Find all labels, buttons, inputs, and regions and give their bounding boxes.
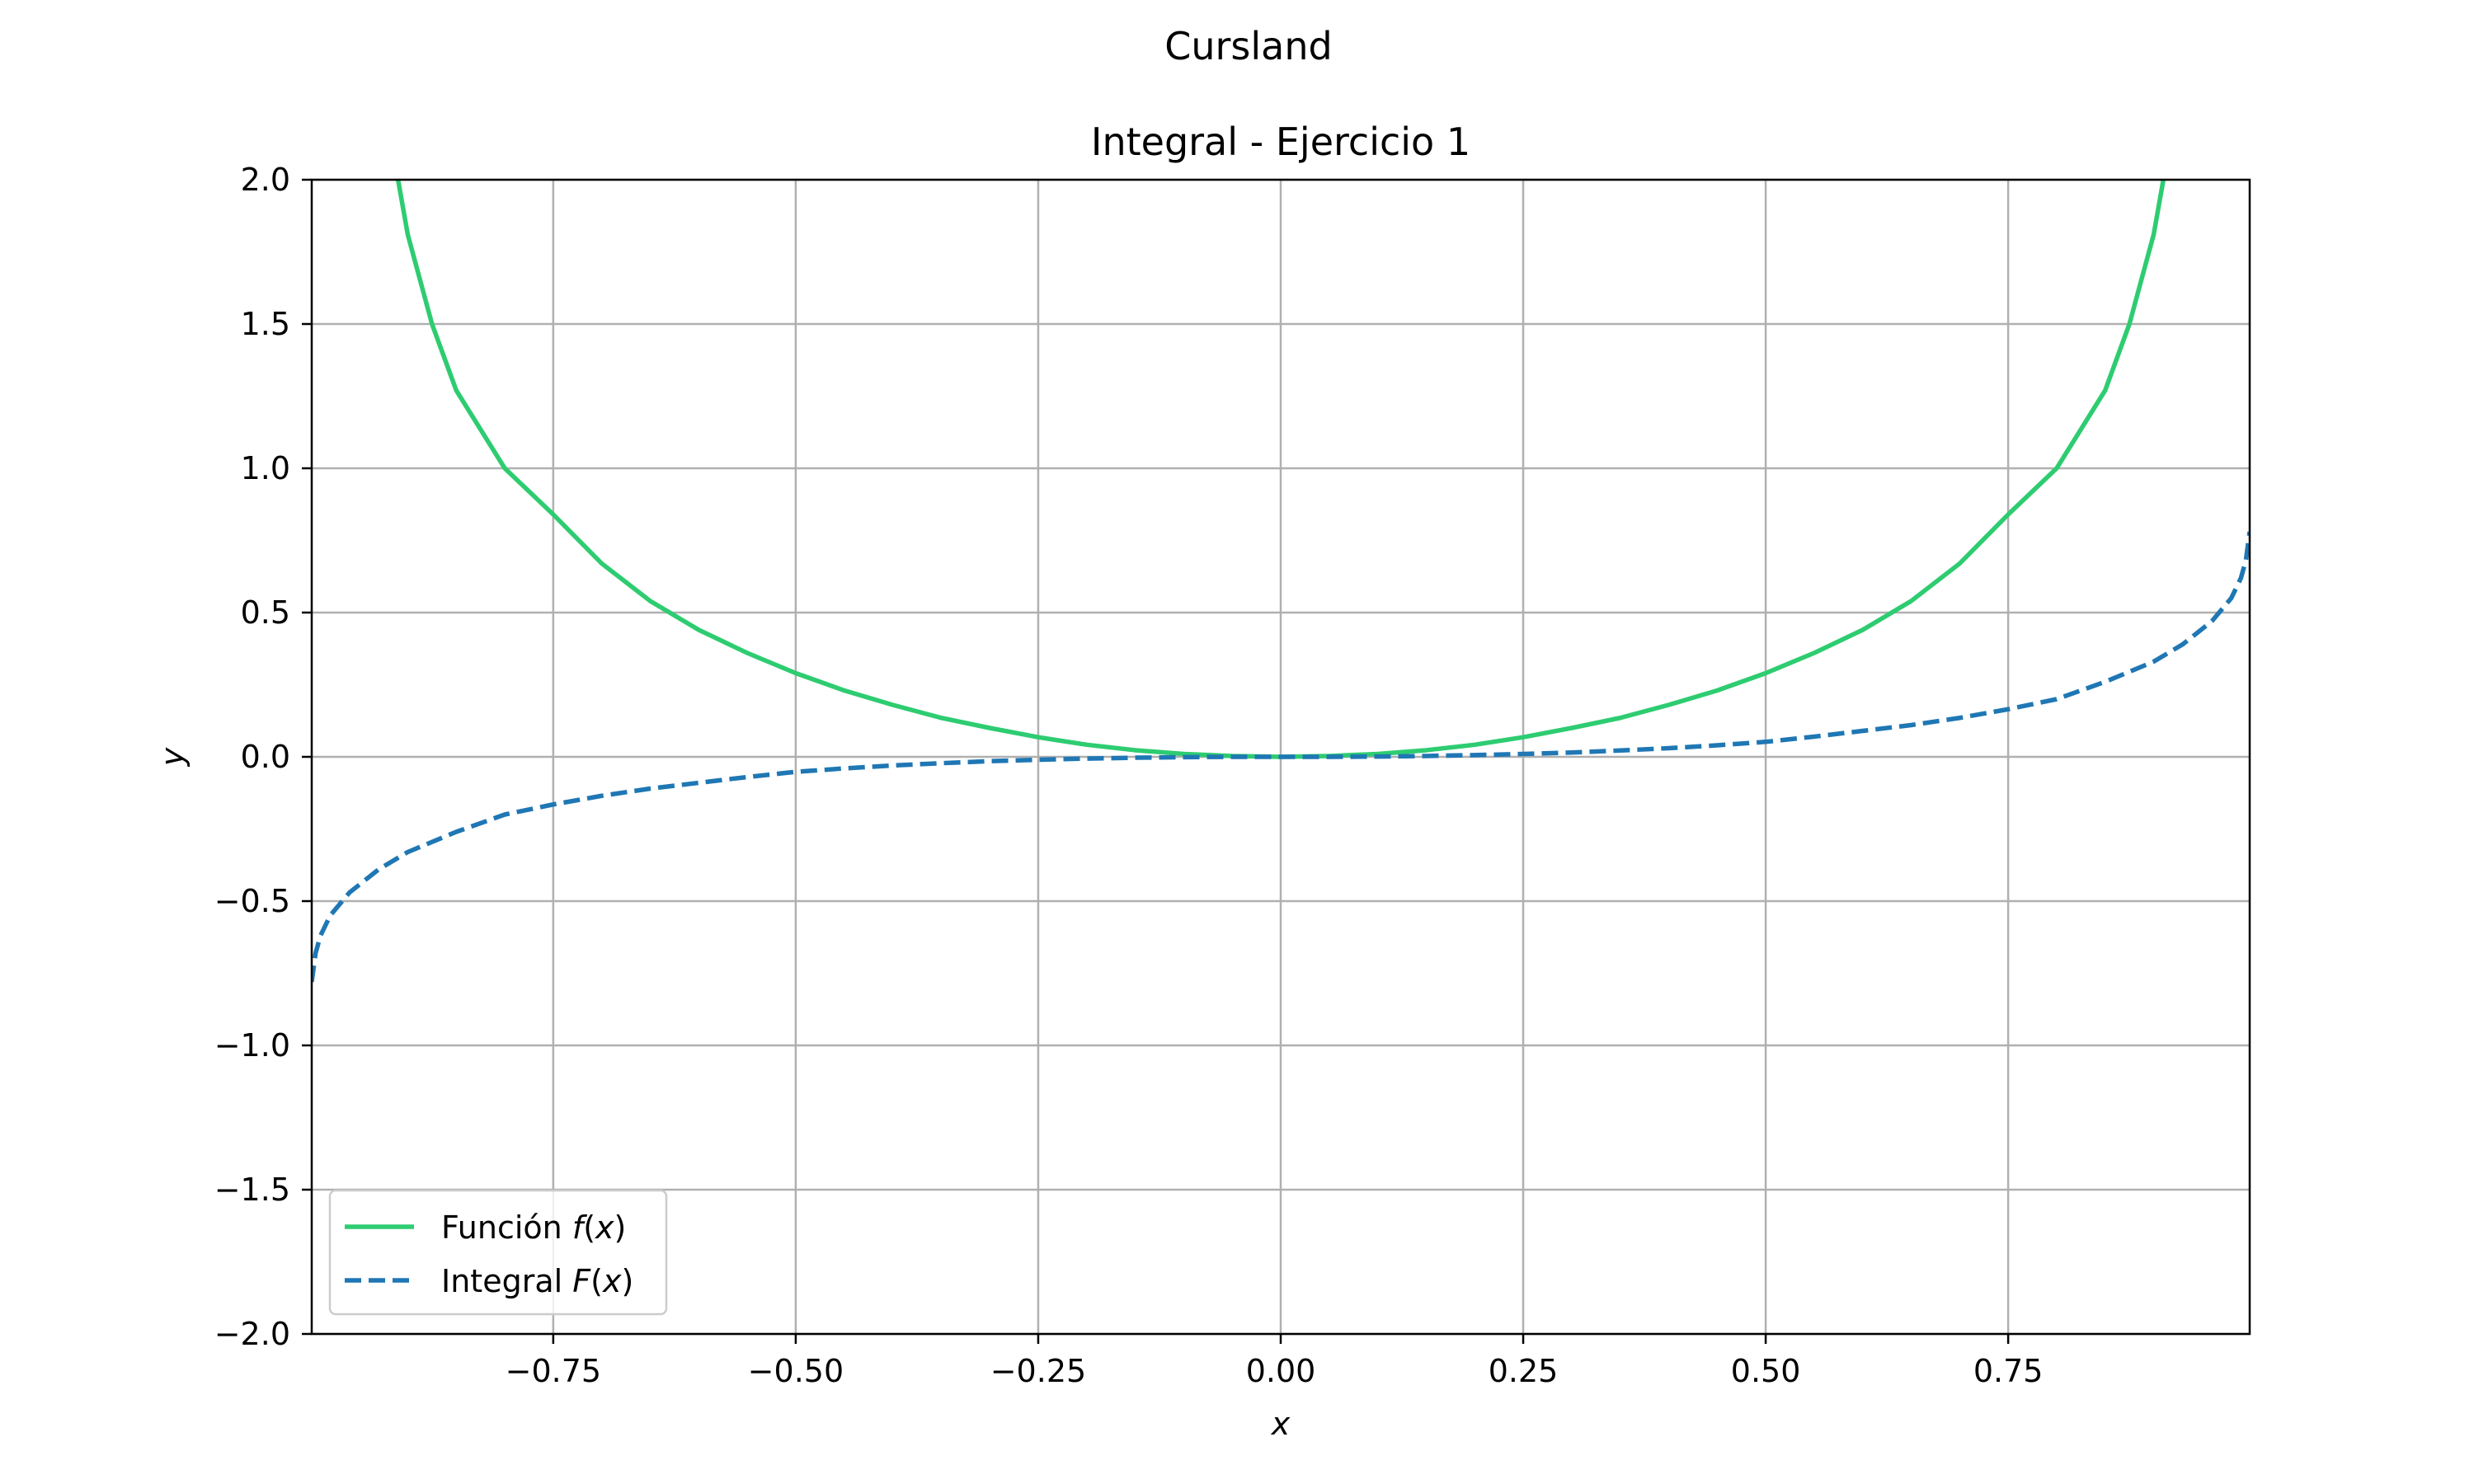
x-axis: −0.75 −0.50 −0.25 0.00 0.25 0.50 0.75 <box>506 1334 2044 1389</box>
y-tick-label: −2.0 <box>214 1316 290 1352</box>
y-tick-label: 2.0 <box>241 162 290 198</box>
x-tick-label: 0.25 <box>1489 1353 1559 1389</box>
legend-label: Integral F(x) <box>441 1263 633 1299</box>
y-tick-label: 1.0 <box>241 450 290 486</box>
x-tick-label: 0.75 <box>1973 1353 2044 1389</box>
y-tick-label: 0.5 <box>241 594 290 631</box>
x-tick-label: −0.75 <box>506 1353 601 1389</box>
chart-title: Integral - Ejercicio 1 <box>1091 120 1470 164</box>
x-tick-label: −0.50 <box>748 1353 844 1389</box>
series-layer <box>312 180 2250 983</box>
y-axis: 2.0 1.5 1.0 0.5 0.0 −0.5 −1.0 −1.5 −2.0 <box>214 162 312 1352</box>
x-tick-label: 0.00 <box>1246 1353 1316 1389</box>
x-tick-label: −0.25 <box>990 1353 1086 1389</box>
y-axis-label: y <box>154 747 190 767</box>
x-axis-label: x <box>1271 1406 1291 1442</box>
legend: Función f(x) Integral F(x) <box>328 1189 668 1316</box>
y-tick-label: −1.0 <box>214 1027 290 1064</box>
figure-suptitle: Cursland <box>1164 24 1332 68</box>
series-line-2 <box>312 531 2250 983</box>
y-tick-label: −0.5 <box>214 883 290 919</box>
legend-box <box>328 1189 668 1316</box>
y-tick-label: 1.5 <box>241 306 290 342</box>
legend-label: Función f(x) <box>441 1209 626 1246</box>
x-tick-label: 0.50 <box>1731 1353 1801 1389</box>
y-tick-label: −1.5 <box>214 1172 290 1208</box>
y-tick-label: 0.0 <box>241 739 290 775</box>
